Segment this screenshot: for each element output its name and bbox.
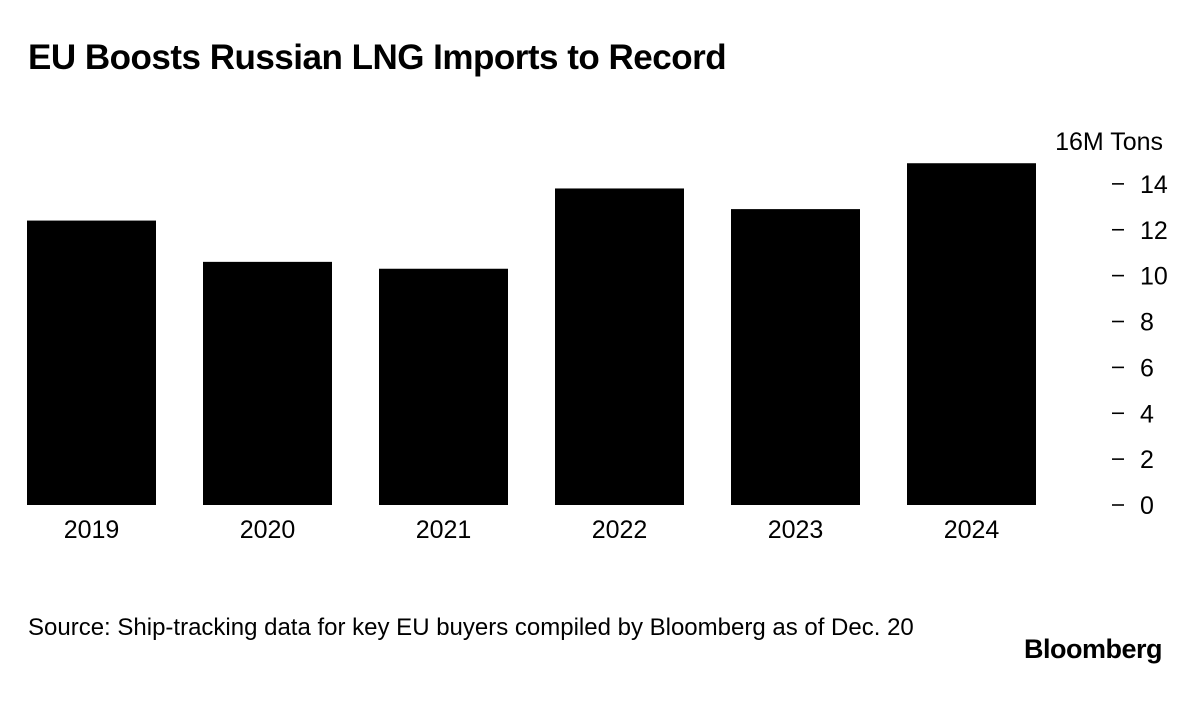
bar-chart: 0 2 4 6 8 10 12 14 2019 2020 2021 2022 2023 2024 16M… [27,128,1168,544]
x-axis: 2019 2020 2021 2022 2023 2024 [64,516,1000,544]
chart-title: EU Boosts Russian LNG Imports to Record [28,38,727,77]
bar-2019 [27,220,156,505]
y-tick-label-12: 12 [1140,217,1168,245]
x-tick-label-2023: 2023 [768,516,824,544]
bars-group [27,163,1036,505]
y-tick-label-10: 10 [1140,263,1168,291]
bar-2023 [731,209,860,505]
y-tick-label-2: 2 [1140,446,1154,474]
source-note: Source: Ship-tracking data for key EU bu… [28,614,914,641]
y-tick-label-4: 4 [1140,400,1154,428]
x-tick-label-2020: 2020 [240,516,296,544]
x-tick-label-2021: 2021 [416,516,472,544]
bar-2024 [907,163,1036,505]
y-tick-label-14: 14 [1140,171,1168,199]
x-tick-label-2019: 2019 [64,516,120,544]
y-axis-unit-label: 16M Tons [1055,128,1163,156]
x-tick-label-2024: 2024 [944,516,1000,544]
y-axis: 0 2 4 6 8 10 12 14 [1112,171,1168,520]
bar-2022 [555,188,684,505]
bar-2021 [379,268,508,505]
y-tick-label-8: 8 [1140,309,1154,337]
x-tick-label-2022: 2022 [592,516,648,544]
y-tick-label-6: 6 [1140,354,1154,382]
y-tick-label-0: 0 [1140,492,1154,520]
bar-2020 [203,261,332,505]
bloomberg-logo: Bloomberg [1023,634,1163,664]
